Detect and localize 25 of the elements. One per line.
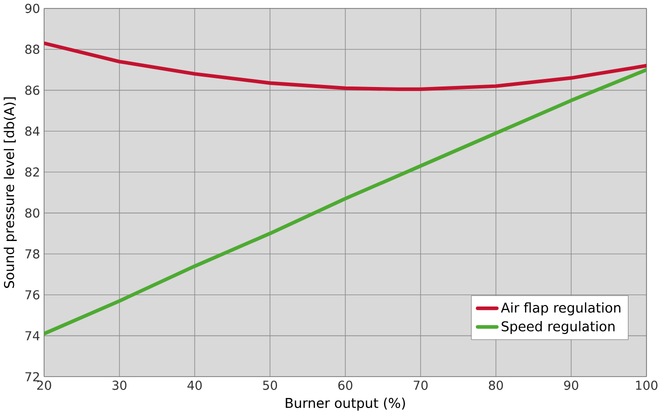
y-tick-label: 72 [25, 372, 39, 382]
x-tick-label: 90 [564, 380, 578, 390]
legend-label: Air flap regulation [500, 302, 620, 316]
x-tick-label: 50 [263, 380, 278, 390]
x-axis-title: Burner output (%) [286, 397, 405, 410]
y-tick-label: 78 [25, 249, 40, 258]
x-tick-label: 40 [187, 380, 202, 390]
y-tick-label: 90 [25, 4, 40, 13]
y-tick-label: 76 [25, 290, 40, 300]
x-tick-label: 100 [636, 380, 658, 390]
x-tick-label: 60 [338, 380, 352, 390]
y-tick-label: 82 [25, 167, 39, 177]
x-tick-label: 70 [414, 380, 428, 390]
y-tick-label: 74 [25, 331, 40, 340]
line-series [44, 68, 646, 336]
x-tick-label: 30 [112, 380, 126, 390]
y-tick-label: 86 [25, 85, 40, 95]
x-tick-label: 20 [37, 380, 52, 390]
y-tick-label: 88 [25, 44, 40, 54]
y-tick-label: 80 [25, 208, 40, 218]
y-tick-label: 84 [25, 126, 40, 136]
y-axis-title: Sound pressure level [db(A)] [4, 97, 17, 288]
x-tick-label: 80 [488, 380, 503, 390]
legend-label: Speed regulation [502, 320, 615, 334]
line-series [44, 41, 646, 91]
